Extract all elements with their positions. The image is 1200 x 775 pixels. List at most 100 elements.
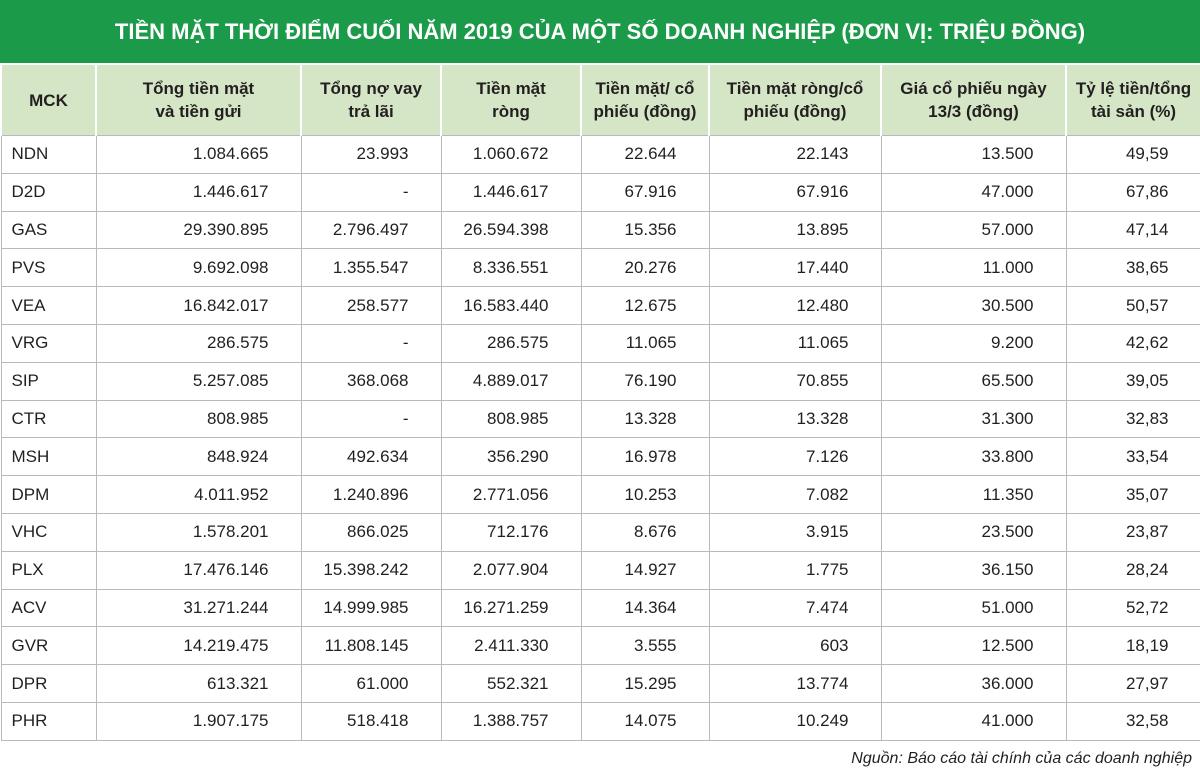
table-row: PVS 9.692.098 1.355.547 8.336.551 20.276 17.4… — [0, 248, 1200, 288]
value-cell: 31.300 — [880, 399, 1067, 439]
column-header: Tỷ lệ tiền/tổng tài sản (%) — [1065, 65, 1200, 136]
ticker-cell: GAS — [0, 210, 97, 250]
value-cell: 1.084.665 — [95, 135, 302, 174]
value-cell: 1.446.617 — [440, 172, 582, 212]
value-cell: 14.999.985 — [300, 588, 442, 628]
value-cell: 1.578.201 — [95, 512, 302, 552]
value-cell: 7.126 — [708, 437, 882, 477]
value-cell: 42,62 — [1065, 323, 1200, 363]
value-cell: 22.644 — [580, 135, 710, 174]
value-cell: 12.675 — [580, 286, 710, 325]
value-cell: 492.634 — [300, 437, 442, 477]
value-cell: 1.355.547 — [300, 248, 442, 288]
value-cell: 2.411.330 — [440, 626, 582, 666]
value-cell: 2.077.904 — [440, 550, 582, 590]
table-body: NDN 1.084.665 23.993 1.060.672 22.644 22.143 1… — [0, 135, 1200, 741]
value-cell: 286.575 — [95, 323, 302, 363]
value-cell: 36.150 — [880, 550, 1067, 590]
value-cell: 22.143 — [708, 135, 882, 174]
value-cell: 1.775 — [708, 550, 882, 590]
value-cell: 14.219.475 — [95, 626, 302, 666]
value-cell: 258.577 — [300, 286, 442, 325]
value-cell: 52,72 — [1065, 588, 1200, 628]
ticker-cell: VRG — [0, 323, 97, 363]
value-cell: 10.249 — [708, 701, 882, 741]
table-row: DPM 4.011.952 1.240.896 2.771.056 10.253 7.08… — [0, 475, 1200, 514]
value-cell: 1.446.617 — [95, 172, 302, 212]
value-cell: 4.889.017 — [440, 361, 582, 401]
value-cell: 65.500 — [880, 361, 1067, 401]
header-line: Tỷ lệ tiền/tổng — [1075, 79, 1192, 98]
value-cell: 13.328 — [708, 399, 882, 439]
data-table: MCK Tổng tiền mặt và tiền gửi Tổng nợ vay tr… — [0, 65, 1200, 741]
value-cell: 552.321 — [440, 664, 582, 703]
table-row: DPR 613.321 61.000 552.321 15.295 13.774 36.00… — [0, 664, 1200, 703]
value-cell: 12.500 — [880, 626, 1067, 666]
value-cell: 13.328 — [580, 399, 710, 439]
value-cell: 11.000 — [880, 248, 1067, 288]
value-cell: 23,87 — [1065, 512, 1200, 552]
value-cell: 28,24 — [1065, 550, 1200, 590]
value-cell: 26.594.398 — [440, 210, 582, 250]
header-line: Tổng tiền mặt — [142, 79, 255, 98]
table-row: D2D 1.446.617-1.446.617 67.916 67.916 47.000… — [0, 172, 1200, 212]
header-line: MCK — [29, 90, 68, 110]
value-cell: 23.993 — [300, 135, 442, 174]
ticker-cell: GVR — [0, 626, 97, 666]
value-cell: 9.692.098 — [95, 248, 302, 288]
header-line: Tiền mặt/ cổ — [595, 79, 695, 98]
ticker-cell: PVS — [0, 248, 97, 288]
header-line: Tiền mặt ròng/cổ — [726, 79, 864, 98]
value-cell: - — [300, 323, 442, 363]
value-cell: 67.916 — [708, 172, 882, 212]
value-cell: 67,86 — [1065, 172, 1200, 212]
table-row: GVR 14.219.475 11.808.145 2.411.330 3.555 603… — [0, 626, 1200, 666]
ticker-cell: VEA — [0, 286, 97, 325]
value-cell: 808.985 — [95, 399, 302, 439]
value-cell: 32,58 — [1065, 701, 1200, 741]
value-cell: 18,19 — [1065, 626, 1200, 666]
value-cell: 9.200 — [880, 323, 1067, 363]
value-cell: 613.321 — [95, 664, 302, 703]
table-row: PLX 17.476.146 15.398.242 2.077.904 14.927 1.… — [0, 550, 1200, 590]
value-cell: 61.000 — [300, 664, 442, 703]
value-cell: 27,97 — [1065, 664, 1200, 703]
value-cell: 32,83 — [1065, 399, 1200, 439]
header-line: Tổng nợ vay — [320, 79, 422, 98]
value-cell: 1.907.175 — [95, 701, 302, 741]
source-note: Nguồn: Báo cáo tài chính của các doanh n… — [851, 750, 1192, 767]
value-cell: 10.253 — [580, 475, 710, 514]
ticker-cell: DPM — [0, 475, 97, 514]
value-cell: 51.000 — [880, 588, 1067, 628]
value-cell: 16.842.017 — [95, 286, 302, 325]
value-cell: 33,54 — [1065, 437, 1200, 477]
value-cell: 36.000 — [880, 664, 1067, 703]
ticker-cell: D2D — [0, 172, 97, 212]
table-title: TIỀN MẶT THỜI ĐIỂM CUỐI NĂM 2019 CỦA MỘT… — [0, 0, 1200, 65]
value-cell: 29.390.895 — [95, 210, 302, 250]
table-row: CTR 808.985-808.985 13.328 13.328 31.300 32,8… — [0, 399, 1200, 439]
value-cell: 3.915 — [708, 512, 882, 552]
value-cell: 39,05 — [1065, 361, 1200, 401]
value-cell: 1.060.672 — [440, 135, 582, 174]
value-cell: 16.978 — [580, 437, 710, 477]
value-cell: 286.575 — [440, 323, 582, 363]
table-row: VEA 16.842.017 258.577 16.583.440 12.675 12.4… — [0, 286, 1200, 325]
ticker-cell: NDN — [0, 135, 97, 174]
value-cell: 2.771.056 — [440, 475, 582, 514]
value-cell: 14.075 — [580, 701, 710, 741]
value-cell: 38,65 — [1065, 248, 1200, 288]
value-cell: 11.065 — [580, 323, 710, 363]
value-cell: 76.190 — [580, 361, 710, 401]
value-cell: 33.800 — [880, 437, 1067, 477]
value-cell: 1.240.896 — [300, 475, 442, 514]
value-cell: 47,14 — [1065, 210, 1200, 250]
value-cell: 13.774 — [708, 664, 882, 703]
value-cell: 31.271.244 — [95, 588, 302, 628]
ticker-cell: MSH — [0, 437, 97, 477]
value-cell: 14.364 — [580, 588, 710, 628]
value-cell: 11.065 — [708, 323, 882, 363]
header-line: phiếu (đồng) — [593, 102, 697, 121]
table-row: ACV 31.271.244 14.999.985 16.271.259 14.364 7… — [0, 588, 1200, 628]
header-line: và tiền gửi — [155, 102, 242, 121]
